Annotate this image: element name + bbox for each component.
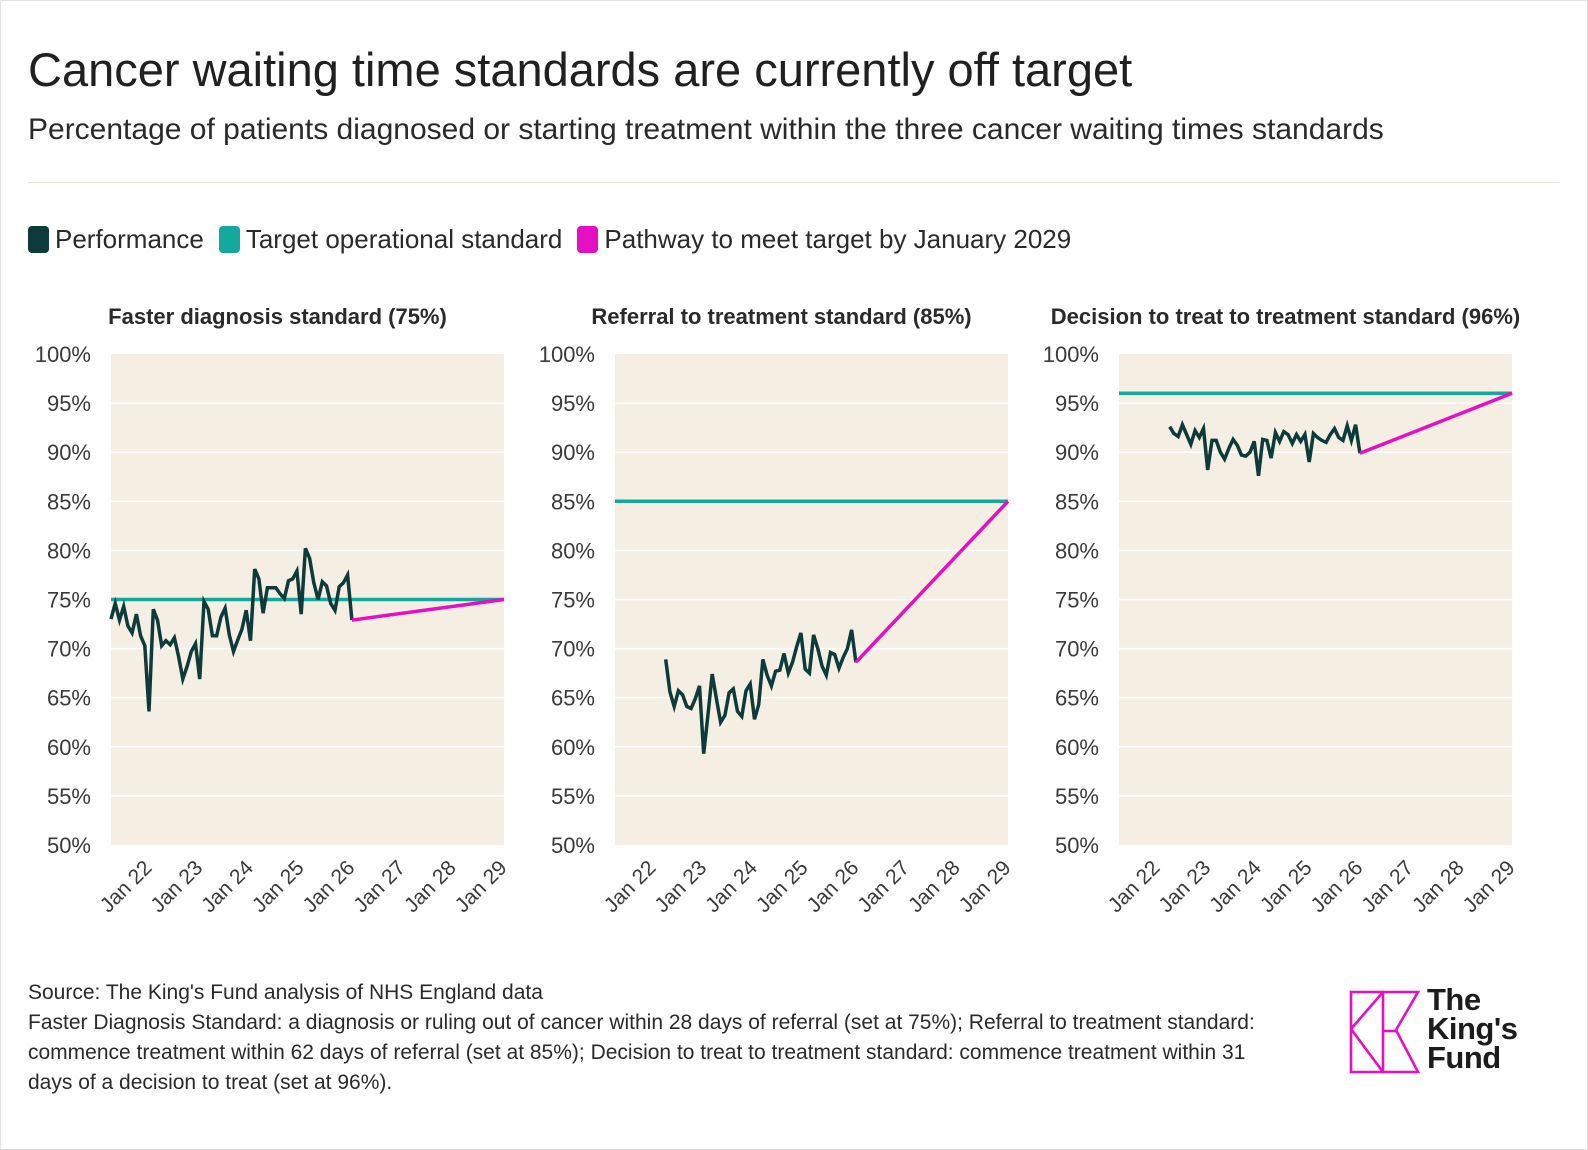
legend-label-performance: Performance	[55, 224, 204, 254]
x-tick-label: Jan 29	[1459, 856, 1520, 917]
y-tick-label: 90%	[47, 440, 91, 465]
x-tick-label: Jan 26	[1307, 856, 1368, 917]
y-tick-label: 70%	[551, 637, 595, 662]
footer: Source: The King's Fund analysis of NHS …	[28, 978, 1268, 1098]
legend-item-pathway: Pathway to meet target by January 2029	[577, 224, 1071, 255]
x-tick-label: Jan 22	[96, 856, 157, 917]
panel-title: Referral to treatment standard (85%)	[591, 304, 971, 329]
x-tick-label: Jan 27	[853, 856, 914, 917]
definitions-note: Faster Diagnosis Standard: a diagnosis o…	[28, 1011, 1255, 1094]
kings-fund-logo-mark	[1349, 990, 1421, 1074]
pathway-line	[854, 500, 1010, 664]
x-tick-label: Jan 28	[1408, 856, 1469, 917]
pathway-line	[1359, 391, 1513, 455]
logo-line-2: King's	[1427, 1011, 1518, 1046]
x-tick-label: Jan 27	[1357, 856, 1418, 917]
y-tick-label: 55%	[47, 784, 91, 809]
y-tick-label: 90%	[551, 440, 595, 465]
performance-line	[663, 629, 858, 754]
x-tick-label: Jan 25	[1256, 856, 1317, 917]
x-tick-label: Jan 23	[1154, 856, 1215, 917]
y-tick-label: 50%	[551, 833, 595, 858]
performance-line	[1168, 419, 1362, 477]
y-tick-label: 75%	[47, 588, 91, 613]
x-tick-label: Jan 26	[299, 856, 360, 917]
pathway-line	[351, 597, 505, 622]
legend-item-performance: Performance	[28, 224, 204, 255]
y-tick-label: 75%	[1055, 588, 1099, 613]
y-tick-label: 60%	[551, 735, 595, 760]
legend-label-pathway: Pathway to meet target by January 2029	[604, 224, 1072, 254]
y-tick-label: 85%	[47, 489, 91, 514]
panel-title: Faster diagnosis standard (75%)	[108, 304, 447, 329]
y-tick-label: 65%	[47, 686, 91, 711]
kings-fund-logo-text: The King's Fund	[1427, 982, 1518, 1075]
y-tick-label: 90%	[1055, 440, 1099, 465]
legend: Performance Target operational standard …	[28, 224, 1086, 255]
x-tick-label: Jan 25	[248, 856, 309, 917]
x-tick-label: Jan 28	[904, 856, 965, 917]
small-multiples-chart: Faster diagnosis standard (75%) 50% 55% 60%…	[35, 304, 1521, 917]
x-tick-label: Jan 22	[600, 856, 661, 917]
legend-item-target: Target operational standard	[218, 224, 563, 255]
x-tick-label: Jan 24	[1205, 856, 1266, 917]
y-tick-label: 60%	[47, 735, 91, 760]
source-note: Source: The King's Fund analysis of NHS …	[28, 981, 543, 1004]
x-tick-label: Jan 23	[650, 856, 711, 917]
chart-title: Cancer waiting time standards are curren…	[28, 43, 1133, 96]
y-tick-label: 95%	[1055, 391, 1099, 416]
x-tick-label: Jan 25	[752, 856, 813, 917]
y-tick-label: 80%	[551, 538, 595, 563]
y-tick-label: 50%	[1055, 833, 1099, 858]
legend-label-target: Target operational standard	[245, 224, 563, 254]
y-tick-label: 100%	[35, 342, 91, 367]
x-tick-label: Jan 24	[197, 856, 258, 917]
x-tick-label: Jan 27	[349, 856, 410, 917]
y-tick-label: 95%	[47, 391, 91, 416]
y-tick-label: 70%	[47, 637, 91, 662]
x-tick-label: Jan 28	[400, 856, 461, 917]
y-tick-label: 95%	[551, 391, 595, 416]
y-tick-label: 85%	[551, 489, 595, 514]
y-tick-label: 65%	[1055, 686, 1099, 711]
y-tick-label: 50%	[47, 833, 91, 858]
y-tick-label: 55%	[551, 784, 595, 809]
logo-line-3: Fund	[1427, 1040, 1501, 1075]
legend-swatch-target	[218, 226, 240, 253]
x-tick-label: Jan 29	[451, 856, 512, 917]
y-tick-label: 100%	[1043, 342, 1099, 367]
x-tick-label: Jan 29	[955, 856, 1016, 917]
performance-line	[109, 547, 354, 712]
y-tick-label: 85%	[1055, 489, 1099, 514]
logo-line-1: The	[1427, 982, 1481, 1017]
y-tick-label: 80%	[47, 538, 91, 563]
y-tick-label: 80%	[1055, 538, 1099, 563]
x-tick-label: Jan 23	[146, 856, 207, 917]
panel-title: Decision to treat to treatment standard …	[1051, 304, 1520, 329]
header-divider	[28, 182, 1560, 183]
y-tick-label: 55%	[1055, 784, 1099, 809]
y-tick-label: 75%	[551, 588, 595, 613]
y-tick-label: 65%	[551, 686, 595, 711]
x-tick-label: Jan 26	[803, 856, 864, 917]
legend-swatch-pathway	[577, 226, 599, 253]
y-tick-label: 100%	[539, 342, 595, 367]
x-tick-label: Jan 22	[1104, 856, 1165, 917]
chart-subtitle: Percentage of patients diagnosed or star…	[28, 113, 1384, 146]
x-tick-label: Jan 24	[701, 856, 762, 917]
y-tick-label: 70%	[1055, 637, 1099, 662]
y-tick-label: 60%	[1055, 735, 1099, 760]
legend-swatch-performance	[28, 226, 49, 253]
